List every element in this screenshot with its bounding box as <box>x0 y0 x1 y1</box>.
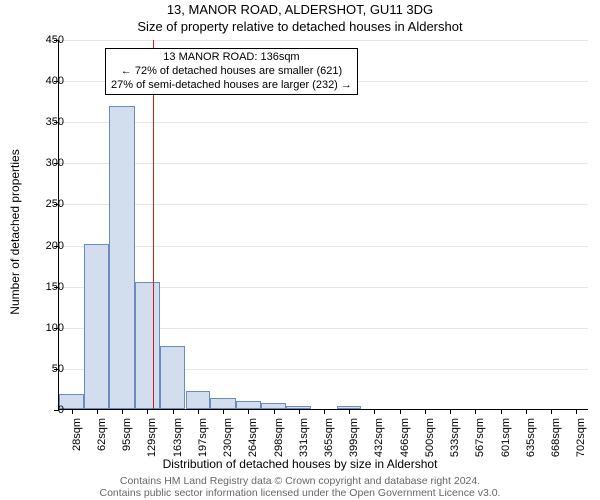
footnote-line2: Contains public sector information licen… <box>100 487 501 499</box>
histogram-bar <box>109 106 134 409</box>
annotation-line1: 13 MANOR ROAD: 136sqm <box>163 51 299 63</box>
xtick-label: 163sqm <box>172 418 184 458</box>
xtick-label: 399sqm <box>348 418 360 458</box>
annotation-line3: 27% of semi-detached houses are larger (… <box>111 79 352 91</box>
grid-line <box>59 122 588 123</box>
histogram-bar <box>210 398 235 410</box>
xtick-label: 567sqm <box>474 418 486 458</box>
reference-line <box>153 40 154 409</box>
xtick-label: 298sqm <box>273 418 285 458</box>
ytick-label: 200 <box>24 240 64 252</box>
xtick-label: 264sqm <box>247 418 259 458</box>
xtick-label: 331sqm <box>298 418 310 458</box>
histogram-bar <box>135 282 160 409</box>
histogram-plot-area <box>58 40 588 410</box>
ytick-label: 450 <box>24 34 64 46</box>
ytick-label: 400 <box>24 75 64 87</box>
xtick-label: 533sqm <box>449 418 461 458</box>
x-axis-label: Distribution of detached houses by size … <box>0 457 600 471</box>
xtick-label: 197sqm <box>197 418 209 458</box>
xtick-mark <box>425 409 426 414</box>
xtick-mark <box>501 409 502 414</box>
annotation-box: 13 MANOR ROAD: 136sqm ← 72% of detached … <box>105 48 358 95</box>
xtick-mark <box>248 409 249 414</box>
ytick-label: 50 <box>24 363 64 375</box>
xtick-mark <box>274 409 275 414</box>
xtick-mark <box>173 409 174 414</box>
xtick-label: 635sqm <box>525 418 537 458</box>
xtick-mark <box>147 409 148 414</box>
ytick-label: 250 <box>24 198 64 210</box>
ytick-label: 150 <box>24 281 64 293</box>
xtick-mark <box>198 409 199 414</box>
xtick-label: 62sqm <box>96 418 108 458</box>
xtick-label: 230sqm <box>222 418 234 458</box>
xtick-label: 95sqm <box>121 418 133 458</box>
ytick-label: 0 <box>24 404 64 416</box>
xtick-label: 129sqm <box>146 418 158 458</box>
xtick-mark <box>349 409 350 414</box>
y-axis-label: Number of detached properties <box>8 122 22 342</box>
xtick-label: 702sqm <box>575 418 587 458</box>
xtick-mark <box>223 409 224 414</box>
xtick-label: 601sqm <box>500 418 512 458</box>
grid-line <box>59 204 588 205</box>
ytick-label: 350 <box>24 116 64 128</box>
histogram-bar <box>236 401 261 409</box>
xtick-label: 466sqm <box>399 418 411 458</box>
xtick-label: 365sqm <box>323 418 335 458</box>
grid-line <box>59 246 588 247</box>
chart-title-line2: Size of property relative to detached ho… <box>0 19 600 34</box>
histogram-bar <box>160 346 185 409</box>
xtick-mark <box>324 409 325 414</box>
histogram-bar <box>186 391 211 409</box>
xtick-label: 668sqm <box>550 418 562 458</box>
xtick-mark <box>576 409 577 414</box>
footnote: Contains HM Land Registry data © Crown c… <box>0 475 600 499</box>
grid-line <box>59 163 588 164</box>
xtick-mark <box>450 409 451 414</box>
xtick-mark <box>97 409 98 414</box>
xtick-mark <box>122 409 123 414</box>
xtick-label: 432sqm <box>373 418 385 458</box>
histogram-bar <box>84 244 109 409</box>
xtick-label: 28sqm <box>71 418 83 458</box>
grid-line <box>59 40 588 41</box>
xtick-label: 500sqm <box>424 418 436 458</box>
footnote-line1: Contains HM Land Registry data © Crown c… <box>120 475 480 487</box>
xtick-mark <box>526 409 527 414</box>
xtick-mark <box>475 409 476 414</box>
annotation-line2: ← 72% of detached houses are smaller (62… <box>121 65 342 77</box>
xtick-mark <box>551 409 552 414</box>
xtick-mark <box>72 409 73 414</box>
xtick-mark <box>400 409 401 414</box>
chart-title-line1: 13, MANOR ROAD, ALDERSHOT, GU11 3DG <box>0 2 600 17</box>
ytick-label: 100 <box>24 322 64 334</box>
xtick-mark <box>299 409 300 414</box>
ytick-label: 300 <box>24 157 64 169</box>
xtick-mark <box>374 409 375 414</box>
